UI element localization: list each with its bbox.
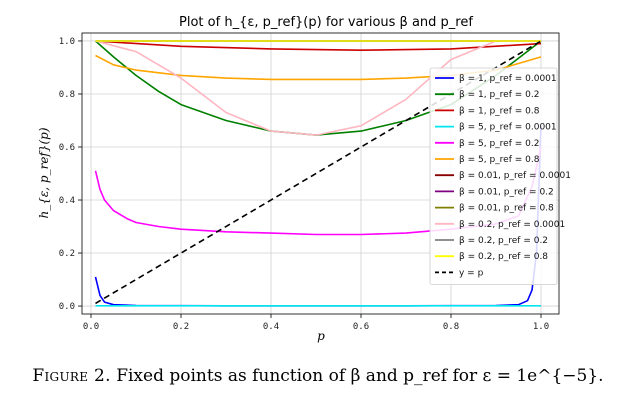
y-tick-label: 0.2 — [59, 249, 75, 259]
y-axis-label: h_{ε, p_ref}(p) — [37, 127, 51, 218]
caption-text: Fixed points as function of β and p_ref … — [116, 366, 604, 386]
x-tick-label: 0.0 — [83, 322, 99, 332]
x-tick-label: 0.2 — [173, 322, 189, 332]
legend-label-2: β = 1, p_ref = 0.8 — [459, 106, 540, 116]
series-line-2 — [95, 40, 542, 52]
legend-label-8: β = 0.01, p_ref = 0.8 — [459, 204, 554, 214]
legend-label-0: β = 1, p_ref = 0.0001 — [459, 74, 557, 84]
y-tick-label: 0.6 — [59, 143, 75, 153]
x-tick-label: 0.8 — [443, 322, 459, 332]
chart: Plot of h_{ε, p_ref}(p) for various β an… — [37, 15, 571, 343]
plot-frame — [81, 32, 560, 315]
y-tick-label: 0.4 — [59, 196, 75, 206]
legend: β = 1, p_ref = 0.0001 β = 1, p_ref = 0.2 β… — [429, 67, 571, 286]
y-tick-label: 0.8 — [59, 90, 75, 100]
legend-label-11: β = 0.2, p_ref = 0.8 — [459, 252, 548, 262]
x-tick-label: 0.6 — [353, 322, 369, 332]
legend-label-6: β = 0.01, p_ref = 0.0001 — [459, 171, 571, 181]
y-tick-label: 0.0 — [59, 302, 75, 312]
series-line-9 — [95, 40, 541, 136]
y-tick-label: 1.0 — [59, 37, 75, 47]
legend-label-1: β = 1, p_ref = 0.2 — [459, 90, 539, 100]
x-tick-label: 0.4 — [263, 322, 279, 332]
legend-label-10: β = 0.2, p_ref = 0.2 — [459, 236, 548, 246]
legend-label-12: y = p — [459, 268, 484, 278]
legend-label-4: β = 5, p_ref = 0.2 — [459, 139, 539, 149]
legend-label-3: β = 5, p_ref = 0.0001 — [459, 123, 557, 133]
figure-caption: Figure 2. Fixed points as function of β … — [0, 366, 636, 386]
legend-label-9: β = 0.2, p_ref = 0.0001 — [459, 220, 565, 230]
legend-box — [429, 67, 558, 286]
legend-label-5: β = 5, p_ref = 0.8 — [459, 155, 540, 165]
x-tick-label: 1.0 — [533, 322, 549, 332]
ticks: 0.0 0.2 0.4 0.6 0.8 1.0 0.0 0.2 0.4 0.6 0.8 1.0 — [59, 37, 549, 332]
chart-title: Plot of h_{ε, p_ref}(p) for various β an… — [179, 15, 473, 30]
caption-label: Figure 2. — [32, 366, 111, 386]
x-axis-label: p — [317, 329, 325, 343]
legend-label-7: β = 0.01, p_ref = 0.2 — [459, 187, 554, 197]
